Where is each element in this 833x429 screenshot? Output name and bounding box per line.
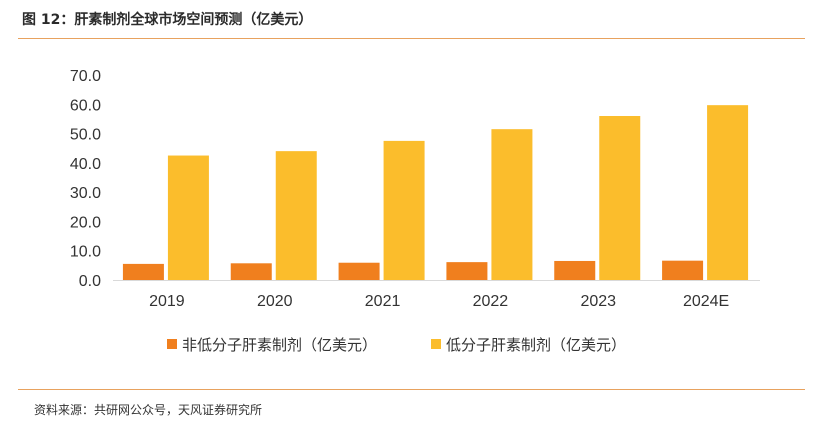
bar-series-2-2021	[383, 140, 425, 280]
y-tick-label: 70.0	[70, 68, 101, 85]
y-tick-label: 40.0	[70, 156, 101, 173]
bar-series-1-2024E	[662, 260, 704, 280]
figure-title: 图 12：肝素制剂全球市场空间预测（亿美元）	[22, 12, 313, 28]
source-divider	[18, 389, 805, 390]
y-tick-label: 50.0	[70, 127, 101, 144]
bar-series-1-2023	[554, 260, 596, 280]
bar-series-2-2020	[275, 151, 317, 280]
bar-series-1-2021	[338, 262, 380, 280]
bar-series-1-2022	[446, 262, 488, 280]
x-tick-label: 2021	[365, 293, 401, 310]
title-divider	[18, 38, 805, 39]
bar-series-1-2019	[122, 263, 164, 280]
x-axis-ticks: 2019 2020 2021 2022 2023 2024E	[149, 293, 729, 310]
x-tick-label: 2024E	[683, 293, 729, 310]
bar-series-2-2022	[491, 129, 533, 280]
x-tick-label: 2022	[473, 293, 509, 310]
y-tick-label: 10.0	[70, 244, 101, 261]
bar-chart: 0.0 10.0 20.0 30.0 40.0 50.0 60.0 70.0 2019 2020…	[70, 68, 760, 354]
y-tick-label: 60.0	[70, 97, 101, 114]
x-tick-label: 2019	[149, 293, 185, 310]
plot-area	[113, 105, 760, 281]
bar-series-2-2023	[599, 116, 641, 280]
legend-swatch-series-1	[167, 339, 177, 349]
y-axis-ticks: 0.0 10.0 20.0 30.0 40.0 50.0 60.0 70.0	[70, 68, 101, 290]
x-tick-label: 2020	[257, 293, 293, 310]
bar-series-2-2019	[167, 155, 209, 280]
bar-series-1-2020	[230, 263, 272, 280]
x-tick-label: 2023	[580, 293, 616, 310]
legend-label-series-2: 低分子肝素制剂（亿美元）	[446, 336, 626, 354]
source-note: 资料来源：共研网公众号，天风证券研究所	[34, 403, 263, 417]
legend-swatch-series-2	[431, 339, 441, 349]
y-tick-label: 0.0	[79, 273, 101, 290]
bar-series-2-2024E	[707, 105, 749, 281]
y-tick-label: 20.0	[70, 214, 101, 231]
legend: 非低分子肝素制剂（亿美元） 低分子肝素制剂（亿美元）	[167, 336, 626, 354]
legend-label-series-1: 非低分子肝素制剂（亿美元）	[182, 336, 377, 354]
y-tick-label: 30.0	[70, 185, 101, 202]
